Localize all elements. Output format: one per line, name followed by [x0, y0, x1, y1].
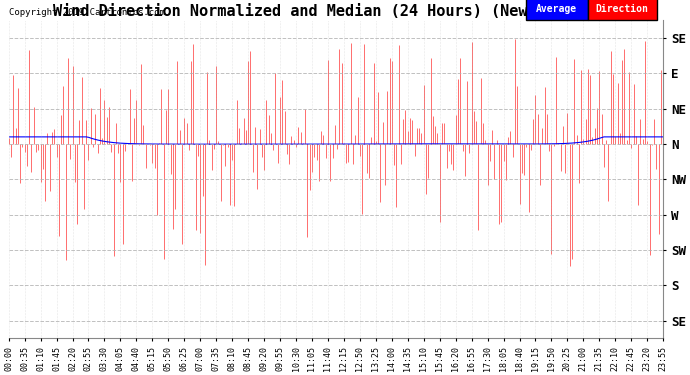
Text: Copyright 2019 Cartronics.com: Copyright 2019 Cartronics.com	[10, 8, 165, 17]
FancyBboxPatch shape	[526, 0, 588, 20]
Title: Wind Direction Normalized and Median (24 Hours) (New) 20190419: Wind Direction Normalized and Median (24…	[53, 4, 619, 19]
FancyBboxPatch shape	[588, 0, 657, 20]
Text: Direction: Direction	[596, 4, 649, 14]
Text: Average: Average	[536, 4, 578, 14]
